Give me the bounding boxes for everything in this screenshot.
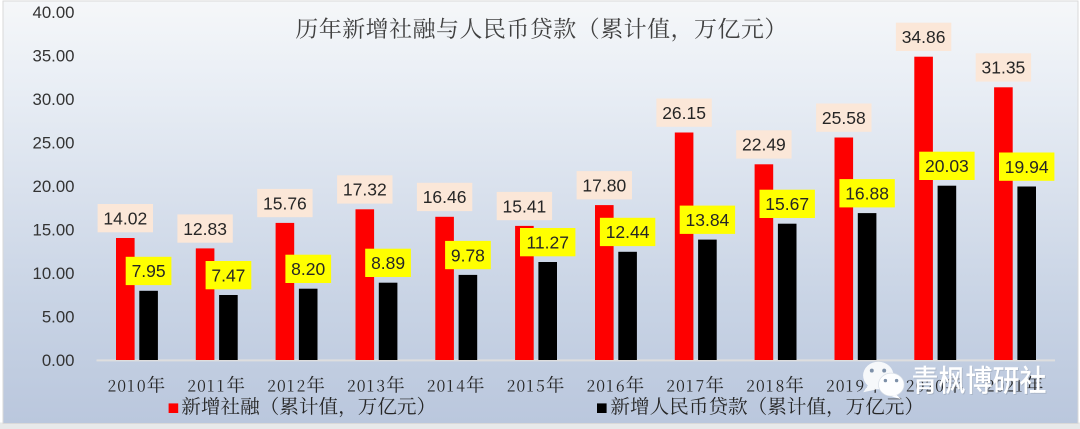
svg-text:12.83: 12.83 [183, 219, 227, 239]
svg-text:15.00: 15.00 [33, 220, 75, 239]
svg-text:8.89: 8.89 [371, 253, 405, 273]
svg-text:34.86: 34.86 [902, 27, 946, 47]
svg-text:8.20: 8.20 [291, 259, 325, 279]
svg-text:15.76: 15.76 [263, 193, 307, 213]
svg-text:16.88: 16.88 [845, 184, 889, 204]
svg-text:25.00: 25.00 [33, 133, 75, 152]
svg-text:5.00: 5.00 [42, 307, 75, 326]
svg-text:13.84: 13.84 [686, 210, 730, 230]
svg-text:35.00: 35.00 [33, 46, 75, 65]
svg-text:15.67: 15.67 [765, 194, 809, 214]
svg-text:20.00: 20.00 [33, 177, 75, 196]
svg-text:17.80: 17.80 [582, 176, 626, 196]
svg-text:40.00: 40.00 [33, 3, 75, 22]
svg-text:0.00: 0.00 [42, 351, 75, 370]
svg-text:20.03: 20.03 [925, 156, 969, 176]
svg-text:22.49: 22.49 [742, 135, 786, 155]
svg-text:9.78: 9.78 [451, 245, 485, 265]
svg-text:25.58: 25.58 [822, 108, 866, 128]
svg-text:11.27: 11.27 [526, 232, 569, 252]
svg-text:26.15: 26.15 [662, 103, 706, 123]
svg-text:10.00: 10.00 [33, 264, 75, 283]
svg-text:14.02: 14.02 [103, 208, 147, 228]
svg-text:12.44: 12.44 [606, 222, 650, 242]
svg-text:7.95: 7.95 [132, 261, 166, 281]
svg-text:16.46: 16.46 [423, 187, 467, 207]
svg-text:7.47: 7.47 [211, 265, 245, 285]
svg-text:17.32: 17.32 [343, 180, 387, 200]
svg-text:30.00: 30.00 [33, 90, 75, 109]
svg-text:15.41: 15.41 [503, 196, 547, 216]
svg-text:31.35: 31.35 [982, 58, 1026, 78]
svg-text:19.94: 19.94 [1005, 157, 1049, 177]
